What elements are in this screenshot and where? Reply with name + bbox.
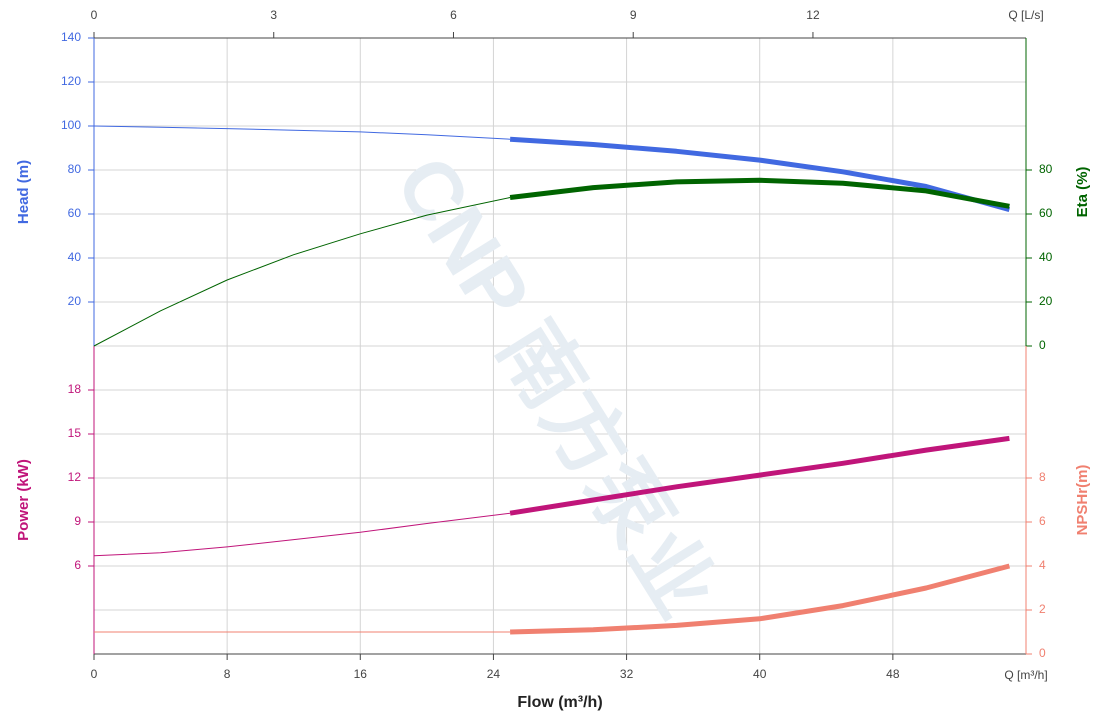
x2-tick-label: 0 bbox=[91, 8, 98, 22]
y-tick-label: 6 bbox=[1039, 514, 1046, 528]
y-tick-label: 0 bbox=[1039, 646, 1046, 660]
curve bbox=[93, 197, 511, 347]
x2-unit-label: Q [L/s] bbox=[1008, 8, 1043, 22]
y-tick-label: 60 bbox=[68, 206, 82, 220]
y-tick-label: 12 bbox=[68, 470, 82, 484]
curve bbox=[509, 435, 1010, 516]
y-tick-label: 6 bbox=[74, 558, 81, 572]
y-tick-label: 9 bbox=[74, 514, 81, 528]
x2-tick-label: 3 bbox=[270, 8, 277, 22]
y-tick-label: 8 bbox=[1039, 470, 1046, 484]
curve bbox=[510, 563, 1011, 635]
y-tick-label: 2 bbox=[1039, 602, 1046, 616]
x-axis-title: Flow (m³/h) bbox=[517, 694, 602, 711]
y-tick-label: 140 bbox=[61, 30, 81, 44]
y-tick-label: 15 bbox=[68, 426, 82, 440]
curve bbox=[93, 125, 511, 140]
y-axis-title: Head (m) bbox=[15, 160, 32, 224]
x-tick-label: 0 bbox=[91, 667, 98, 681]
curve bbox=[93, 512, 511, 557]
y-tick-label: 60 bbox=[1039, 206, 1053, 220]
y-axis-title: NPSHr(m) bbox=[1074, 465, 1091, 536]
y-tick-label: 20 bbox=[1039, 294, 1053, 308]
y-tick-label: 80 bbox=[1039, 162, 1053, 176]
watermark: CNP 南方泵业 bbox=[378, 141, 732, 632]
x2-tick-label: 12 bbox=[806, 8, 820, 22]
x-tick-label: 8 bbox=[224, 667, 231, 681]
y-axis-title: Eta (%) bbox=[1074, 167, 1091, 218]
x-tick-label: 24 bbox=[487, 667, 501, 681]
y-tick-label: 4 bbox=[1039, 558, 1046, 572]
x-tick-label: 40 bbox=[753, 667, 767, 681]
x-tick-label: 16 bbox=[354, 667, 368, 681]
x-unit-label: Q [m³/h] bbox=[1004, 668, 1047, 682]
x2-tick-label: 6 bbox=[450, 8, 457, 22]
y-tick-label: 40 bbox=[1039, 250, 1053, 264]
y-tick-label: 100 bbox=[61, 118, 81, 132]
y-tick-label: 40 bbox=[68, 250, 82, 264]
x-tick-label: 32 bbox=[620, 667, 634, 681]
y-tick-label: 80 bbox=[68, 162, 82, 176]
y-tick-label: 120 bbox=[61, 74, 81, 88]
curve bbox=[509, 136, 1011, 213]
y-axis-title: Power (kW) bbox=[15, 459, 32, 541]
y-tick-label: 0 bbox=[1039, 338, 1046, 352]
x2-tick-label: 9 bbox=[630, 8, 637, 22]
y-tick-label: 20 bbox=[68, 294, 82, 308]
y-tick-label: 18 bbox=[68, 382, 82, 396]
curve bbox=[509, 177, 1010, 209]
x-tick-label: 48 bbox=[886, 667, 900, 681]
